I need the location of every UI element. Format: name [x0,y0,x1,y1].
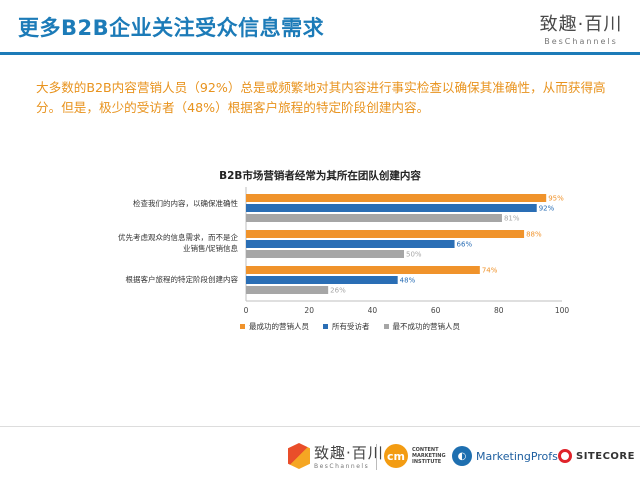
data-label-2-0: 74% [482,267,498,275]
bar-2-1 [246,276,398,284]
sitecore-ring-icon [558,449,572,463]
legend-label: 最不成功的营销人员 [392,322,461,331]
x-tick-label-1: 20 [304,306,314,315]
sitecore-name: SITECORE [576,450,635,462]
bar-1-2 [246,250,404,258]
category-label-line: 优先考虑观众的信息需求，而不是企 [118,233,238,242]
category-label-line: 根据客户旅程的特定阶段创建内容 [125,275,239,284]
bar-0-2 [246,214,502,222]
x-tick-label-3: 60 [431,306,441,315]
category-label-line: 业销售/促销信息 [182,244,238,253]
data-label-0-2: 81% [504,215,520,223]
marketingprofs-name: MarketingProfs [476,449,558,463]
brand-sub: BesChannels [544,37,618,46]
data-label-1-0: 88% [526,231,542,239]
footer-bes-name: 致趣·百川 [314,444,384,462]
legend-item-0: 最成功的营销人员 [240,321,309,332]
data-label-1-2: 50% [406,251,422,259]
legend-swatch [240,324,245,329]
data-label-0-0: 95% [548,195,564,203]
footer-logo-cmi: cm CONTENT MARKETING INSTITUTE [384,438,446,474]
legend-swatch [323,324,328,329]
bar-2-2 [246,286,329,294]
data-label-1-1: 66% [457,241,473,249]
bar-0-0 [246,194,547,202]
x-tick-label-2: 40 [368,306,378,315]
category-label-1: 优先考虑观众的信息需求，而不是企业销售/促销信息 [88,232,238,254]
data-label-0-1: 92% [539,205,555,213]
footer-divider [0,426,640,427]
footer-bes-sub: BesChannels [314,463,370,470]
chart-legend: 最成功的营销人员 所有受访者 最不成功的营销人员 [240,321,460,332]
legend-label: 所有受访者 [332,322,370,331]
marketingprofs-globe-icon: ◐ [452,446,472,466]
bar-2-0 [246,266,480,274]
footer-logo-sitecore: SITECORE [558,438,635,474]
cmi-mark-icon: cm [384,444,408,468]
footer-logo-beschannels: 致趣·百川 BesChannels [288,438,384,474]
bar-1-1 [246,240,455,248]
page-title: 更多B2B企业关注受众信息需求 [18,16,325,40]
data-label-2-2: 26% [330,287,346,295]
cmi-text: CONTENT MARKETING INSTITUTE [412,447,446,465]
x-tick-label-0: 0 [244,306,249,315]
brand-name: 致趣·百川 [539,14,623,35]
legend-item-1: 所有受访者 [323,321,370,332]
legend-swatch [383,324,389,329]
category-label-line: 检查我们的内容，以确保准确性 [133,199,238,208]
brand-logo: 致趣·百川 BesChannels [536,10,626,46]
x-tick-label-4: 80 [494,306,504,315]
bar-0-1 [246,204,537,212]
footer-separator [376,444,377,470]
data-label-2-1: 48% [400,277,416,285]
category-label-0: 检查我们的内容，以确保准确性 [88,198,238,209]
x-tick-label-5: 100 [555,306,570,315]
beschannels-mark-icon [288,443,310,469]
footer-logo-marketingprofs: ◐ MarketingProfs [452,438,558,474]
legend-item-2: 最不成功的营销人员 [383,321,461,332]
chart-title: B2B市场营销者经常为其所在团队创建内容 [219,170,421,182]
category-label-2: 根据客户旅程的特定阶段创建内容 [88,274,239,285]
header-divider [0,52,640,55]
legend-label: 最成功的营销人员 [249,322,309,331]
summary-text: 大多数的B2B内容营销人员（92%）总是或频繁地对其内容进行事实检查以确保其准确… [36,80,606,115]
bar-1-0 [246,230,525,238]
